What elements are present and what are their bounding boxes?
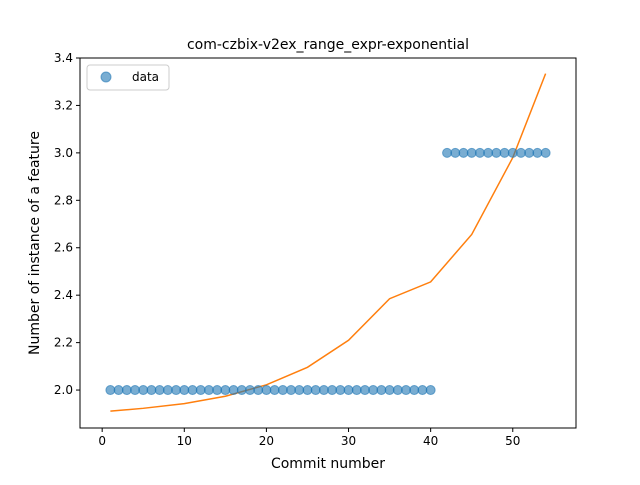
data-point [368,385,379,396]
data-point [212,385,223,396]
data-point [203,385,214,396]
data-point [138,385,149,396]
chart-title: com-czbix-v2ex_range_expr-exponential [187,37,469,53]
data-point [417,385,428,396]
y-tick-label: 2.6 [54,241,73,255]
data-point [162,385,173,396]
data-point [113,385,124,396]
data-point [236,385,247,396]
data-point [294,385,305,396]
data-point [171,385,182,396]
data-point [401,385,412,396]
y-tick-label: 2.0 [54,383,73,397]
legend-label-data: data [132,70,159,84]
fit-line [110,73,547,412]
data-point [515,147,526,158]
data-point [376,385,387,396]
data-point [409,385,420,396]
data-point [286,385,297,396]
data-point [425,385,436,396]
x-tick-label: 10 [177,434,192,448]
data-point [392,385,403,396]
data-point [130,385,141,396]
y-tick-label: 2.2 [54,336,73,350]
y-tick-label: 3.0 [54,146,73,160]
data-point [540,147,551,158]
data-point [269,385,280,396]
data-point [499,147,510,158]
data-point [351,385,362,396]
legend-marker [100,71,112,83]
data-point [220,385,231,396]
data-point [253,385,264,396]
data-point [466,147,477,158]
x-axis: 0 10 20 30 40 50 [98,428,520,448]
data-point [105,385,116,396]
data-point [359,385,370,396]
plot-area [105,73,551,412]
data-point [507,147,518,158]
data-point [524,147,535,158]
data-point [302,385,313,396]
y-tick-label: 2.4 [54,288,73,302]
x-tick-label: 20 [259,434,274,448]
data-point [244,385,255,396]
y-tick-label: 3.2 [54,98,73,112]
data-point [146,385,157,396]
data-point [442,147,453,158]
x-tick-label: 40 [423,434,438,448]
data-point [335,385,346,396]
axes-frame [79,57,577,429]
y-tick-label: 2.8 [54,193,73,207]
data-point [195,385,206,396]
y-tick-label: 3.4 [54,51,73,65]
data-point [277,385,288,396]
data-point [474,147,485,158]
data-point [154,385,165,396]
x-tick-label: 50 [505,434,520,448]
data-point [179,385,190,396]
data-point [310,385,321,396]
data-point [532,147,543,158]
data-point [384,385,395,396]
data-point [187,385,198,396]
x-tick-label: 0 [98,434,106,448]
data-point [483,147,494,158]
data-point [450,147,461,158]
legend: data [86,64,170,91]
data-point [458,147,469,158]
y-axis: 2.0 2.2 2.4 2.6 2.8 3.0 3.2 3.4 [54,51,80,397]
x-tick-label: 30 [341,434,356,448]
data-point [318,385,329,396]
data-point [228,385,239,396]
legend-box [86,64,170,91]
data-point [491,147,502,158]
data-point [343,385,354,396]
x-axis-label: Commit number [271,456,385,472]
data-point [121,385,132,396]
data-point [261,385,272,396]
y-axis-label: Number of instance of a feature [27,131,43,355]
data-point [327,385,338,396]
